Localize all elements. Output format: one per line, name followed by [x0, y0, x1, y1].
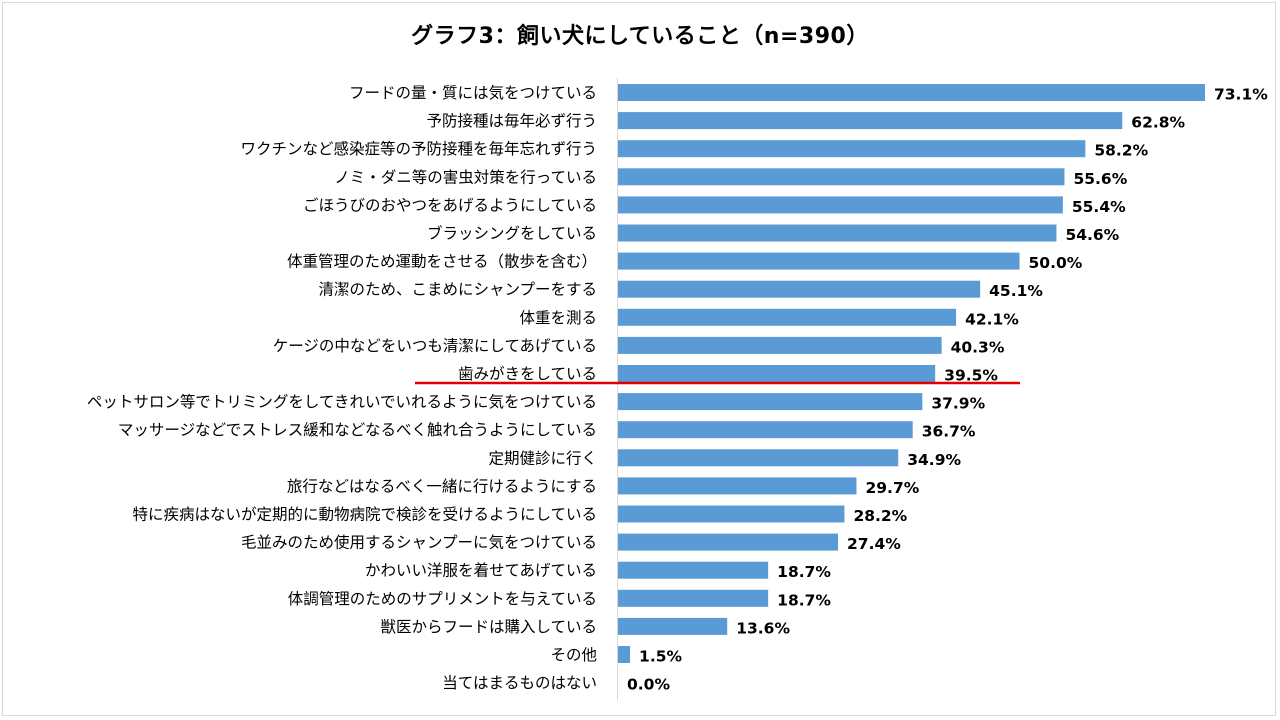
bar — [618, 365, 936, 382]
category-label: ペットサロン等でトリミングをしてきれいでいれるように気をつけている — [87, 393, 597, 411]
category-label: 定期健診に行く — [488, 449, 597, 467]
bar — [618, 561, 769, 579]
bar — [618, 421, 913, 439]
data-label: 29.7% — [865, 479, 919, 497]
data-label: 42.1% — [965, 310, 1019, 328]
category-label: フードの量・質には気をつけている — [349, 84, 597, 102]
category-label: 歯みがきをしている — [458, 365, 597, 383]
bar — [618, 449, 899, 467]
bar — [618, 617, 728, 635]
category-label: 予防接種は毎年必ず行う — [426, 112, 597, 130]
data-label: 1.5% — [639, 648, 682, 666]
category-label: 清潔のため、こまめにシャンプーをする — [318, 281, 597, 299]
bar — [618, 252, 1020, 270]
bar — [618, 280, 981, 298]
data-label: 27.4% — [847, 535, 901, 553]
chart-title: グラフ3：飼い犬にしていること（n=390） — [411, 24, 869, 49]
data-label: 58.2% — [1094, 142, 1148, 160]
category-label: 旅行などはなるべく一緒に行けるようにする — [287, 477, 597, 495]
bar — [618, 646, 631, 663]
data-label: 62.8% — [1131, 114, 1185, 132]
bar — [618, 589, 769, 607]
data-label: 0.0% — [627, 676, 670, 694]
category-label: 毛並みのため使用するシャンプーに気をつけている — [241, 534, 597, 552]
data-label: 37.9% — [931, 395, 985, 413]
bar — [618, 393, 923, 411]
data-label: 36.7% — [922, 423, 976, 441]
data-label: 73.1% — [1214, 86, 1268, 104]
category-label: 当てはまるものはない — [442, 674, 597, 692]
bar — [618, 477, 857, 495]
bar — [618, 140, 1086, 158]
bar — [618, 84, 1205, 101]
category-label: その他 — [550, 646, 597, 664]
category-label: 特に疾病はないが定期的に動物病院で検診を受けるようにしている — [132, 505, 597, 524]
bar — [618, 533, 839, 551]
bar — [618, 168, 1065, 186]
category-label: 体重管理のため運動をさせる（散歩を含む） — [287, 253, 597, 271]
bar — [618, 196, 1063, 214]
category-label: 獣医からフードは購入している — [380, 618, 597, 636]
data-label: 18.7% — [777, 563, 831, 581]
category-label: ノミ・ダニ等の害虫対策を行っている — [334, 168, 597, 186]
labels-layer: フードの量・質には気をつけている 73.1% 予防接種は毎年必ず行う 62.8% ワクチ… — [87, 84, 1268, 694]
bar — [618, 308, 957, 326]
data-label: 55.4% — [1072, 198, 1126, 216]
category-label: ごほうびのおやつをあげるようにしている — [303, 196, 597, 214]
category-label: 体重を測る — [519, 309, 597, 327]
category-label: マッサージなどでストレス緩和などなるべく触れ合うようにしている — [118, 421, 597, 439]
bar — [618, 112, 1123, 130]
bar — [618, 224, 1057, 242]
bar — [618, 505, 845, 523]
category-label: ブラッシングをしている — [427, 224, 597, 243]
data-label: 40.3% — [951, 338, 1005, 356]
data-label: 18.7% — [777, 591, 831, 609]
data-label: 50.0% — [1029, 254, 1083, 272]
category-label: ワクチンなど感染症等の予防接種を毎年忘れず行う — [240, 140, 597, 158]
data-label: 13.6% — [736, 619, 790, 637]
data-label: 34.9% — [907, 451, 961, 469]
data-label: 45.1% — [989, 282, 1043, 300]
category-label: 体調管理のためのサプリメントを与えている — [288, 590, 597, 608]
data-label: 55.6% — [1073, 170, 1127, 188]
bar — [618, 336, 942, 354]
bars-layer — [618, 84, 1205, 663]
category-label: かわいい洋服を着せてあげている — [365, 562, 597, 580]
category-label: ケージの中などをいつも清潔にしてあげている — [273, 337, 597, 355]
data-label: 54.6% — [1065, 226, 1119, 244]
data-label: 28.2% — [853, 507, 907, 525]
data-label: 39.5% — [944, 367, 998, 385]
